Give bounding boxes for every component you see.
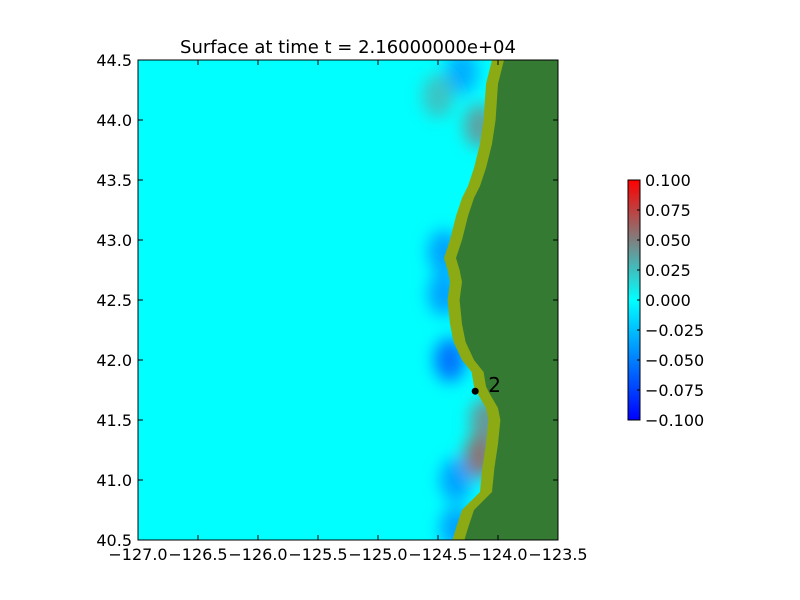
y-tick-label: 42.5 <box>96 291 132 310</box>
y-tick-label: 43.0 <box>96 231 132 250</box>
colorbar-tick-label: −0.050 <box>645 351 704 370</box>
colorbar-tick-label: 0.000 <box>645 291 691 310</box>
land-mass <box>456 60 558 540</box>
colorbar-tick-label: 0.025 <box>645 261 691 280</box>
gauge-markers: 2 <box>471 373 501 397</box>
surface-anomaly <box>446 60 478 94</box>
x-tick-label: −125.0 <box>348 545 407 564</box>
x-tick-label: −126.5 <box>168 545 227 564</box>
surface-anomaly <box>440 458 472 502</box>
x-tick-label: −124.0 <box>468 545 527 564</box>
y-tick-label: 41.0 <box>96 471 132 490</box>
x-tick-label: −126.0 <box>228 545 287 564</box>
colorbar-tick-label: −0.100 <box>645 411 704 430</box>
gauge-label: 2 <box>488 373 501 397</box>
colorbar-tick-label: −0.025 <box>645 321 704 340</box>
y-tick-label: 44.0 <box>96 111 132 130</box>
gauge-point <box>471 387 479 395</box>
x-tick-label: −127.0 <box>108 545 167 564</box>
colorbar-tick-label: −0.075 <box>645 381 704 400</box>
plot-area: 2 <box>137 59 559 541</box>
x-tick-label: −124.5 <box>408 545 467 564</box>
chart-title: Surface at time t = 2.16000000e+04 <box>180 37 516 58</box>
colorbar-tick-label: 0.100 <box>645 171 691 190</box>
colorbar-ticks: 0.100 0.075 0.050 0.025 0.000 −0.025 −0.050 −0.… <box>637 171 704 430</box>
colorbar-tick-label: 0.050 <box>645 231 691 250</box>
y-axis: 40.5 41.0 41.5 42.0 42.5 43.0 43.5 44.0 44.5 <box>96 51 558 550</box>
colorbar: 0.100 0.075 0.050 0.025 0.000 −0.025 −0.050 −0.… <box>627 171 704 430</box>
x-axis: −127.0 −126.5 −126.0 −125.5 −125.0 −124.5 −124… <box>108 60 588 564</box>
y-tick-label: 41.5 <box>96 411 132 430</box>
y-tick-label: 40.5 <box>96 531 132 550</box>
y-tick-label: 43.5 <box>96 171 132 190</box>
x-tick-label: −123.5 <box>528 545 587 564</box>
y-tick-label: 44.5 <box>96 51 132 70</box>
colorbar-tick-label: 0.075 <box>645 201 691 220</box>
y-tick-label: 42.0 <box>96 351 132 370</box>
x-tick-label: −125.5 <box>288 545 347 564</box>
surface-anomaly <box>422 74 454 118</box>
